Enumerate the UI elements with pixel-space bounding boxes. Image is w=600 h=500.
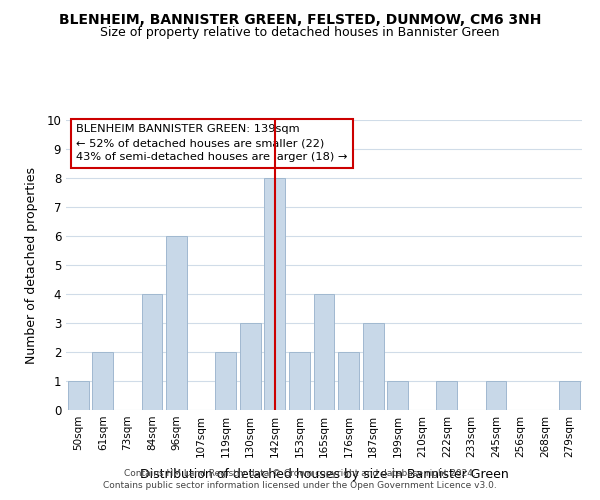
Bar bbox=[215, 352, 236, 410]
Bar bbox=[559, 381, 580, 410]
Bar bbox=[387, 381, 408, 410]
Bar bbox=[265, 178, 286, 410]
Y-axis label: Number of detached properties: Number of detached properties bbox=[25, 166, 38, 364]
Bar bbox=[362, 323, 383, 410]
Text: Size of property relative to detached houses in Bannister Green: Size of property relative to detached ho… bbox=[100, 26, 500, 39]
Bar bbox=[338, 352, 359, 410]
Bar bbox=[289, 352, 310, 410]
X-axis label: Distribution of detached houses by size in Bannister Green: Distribution of detached houses by size … bbox=[140, 468, 508, 481]
Text: Contains public sector information licensed under the Open Government Licence v3: Contains public sector information licen… bbox=[103, 481, 497, 490]
Bar bbox=[68, 381, 89, 410]
Bar bbox=[314, 294, 334, 410]
Bar bbox=[436, 381, 457, 410]
Bar bbox=[485, 381, 506, 410]
Text: BLENHEIM, BANNISTER GREEN, FELSTED, DUNMOW, CM6 3NH: BLENHEIM, BANNISTER GREEN, FELSTED, DUNM… bbox=[59, 12, 541, 26]
Bar bbox=[166, 236, 187, 410]
Text: Contains HM Land Registry data © Crown copyright and database right 2024.: Contains HM Land Registry data © Crown c… bbox=[124, 468, 476, 477]
Bar bbox=[240, 323, 261, 410]
Text: BLENHEIM BANNISTER GREEN: 139sqm
← 52% of detached houses are smaller (22)
43% o: BLENHEIM BANNISTER GREEN: 139sqm ← 52% o… bbox=[76, 124, 347, 162]
Bar bbox=[92, 352, 113, 410]
Bar bbox=[142, 294, 163, 410]
